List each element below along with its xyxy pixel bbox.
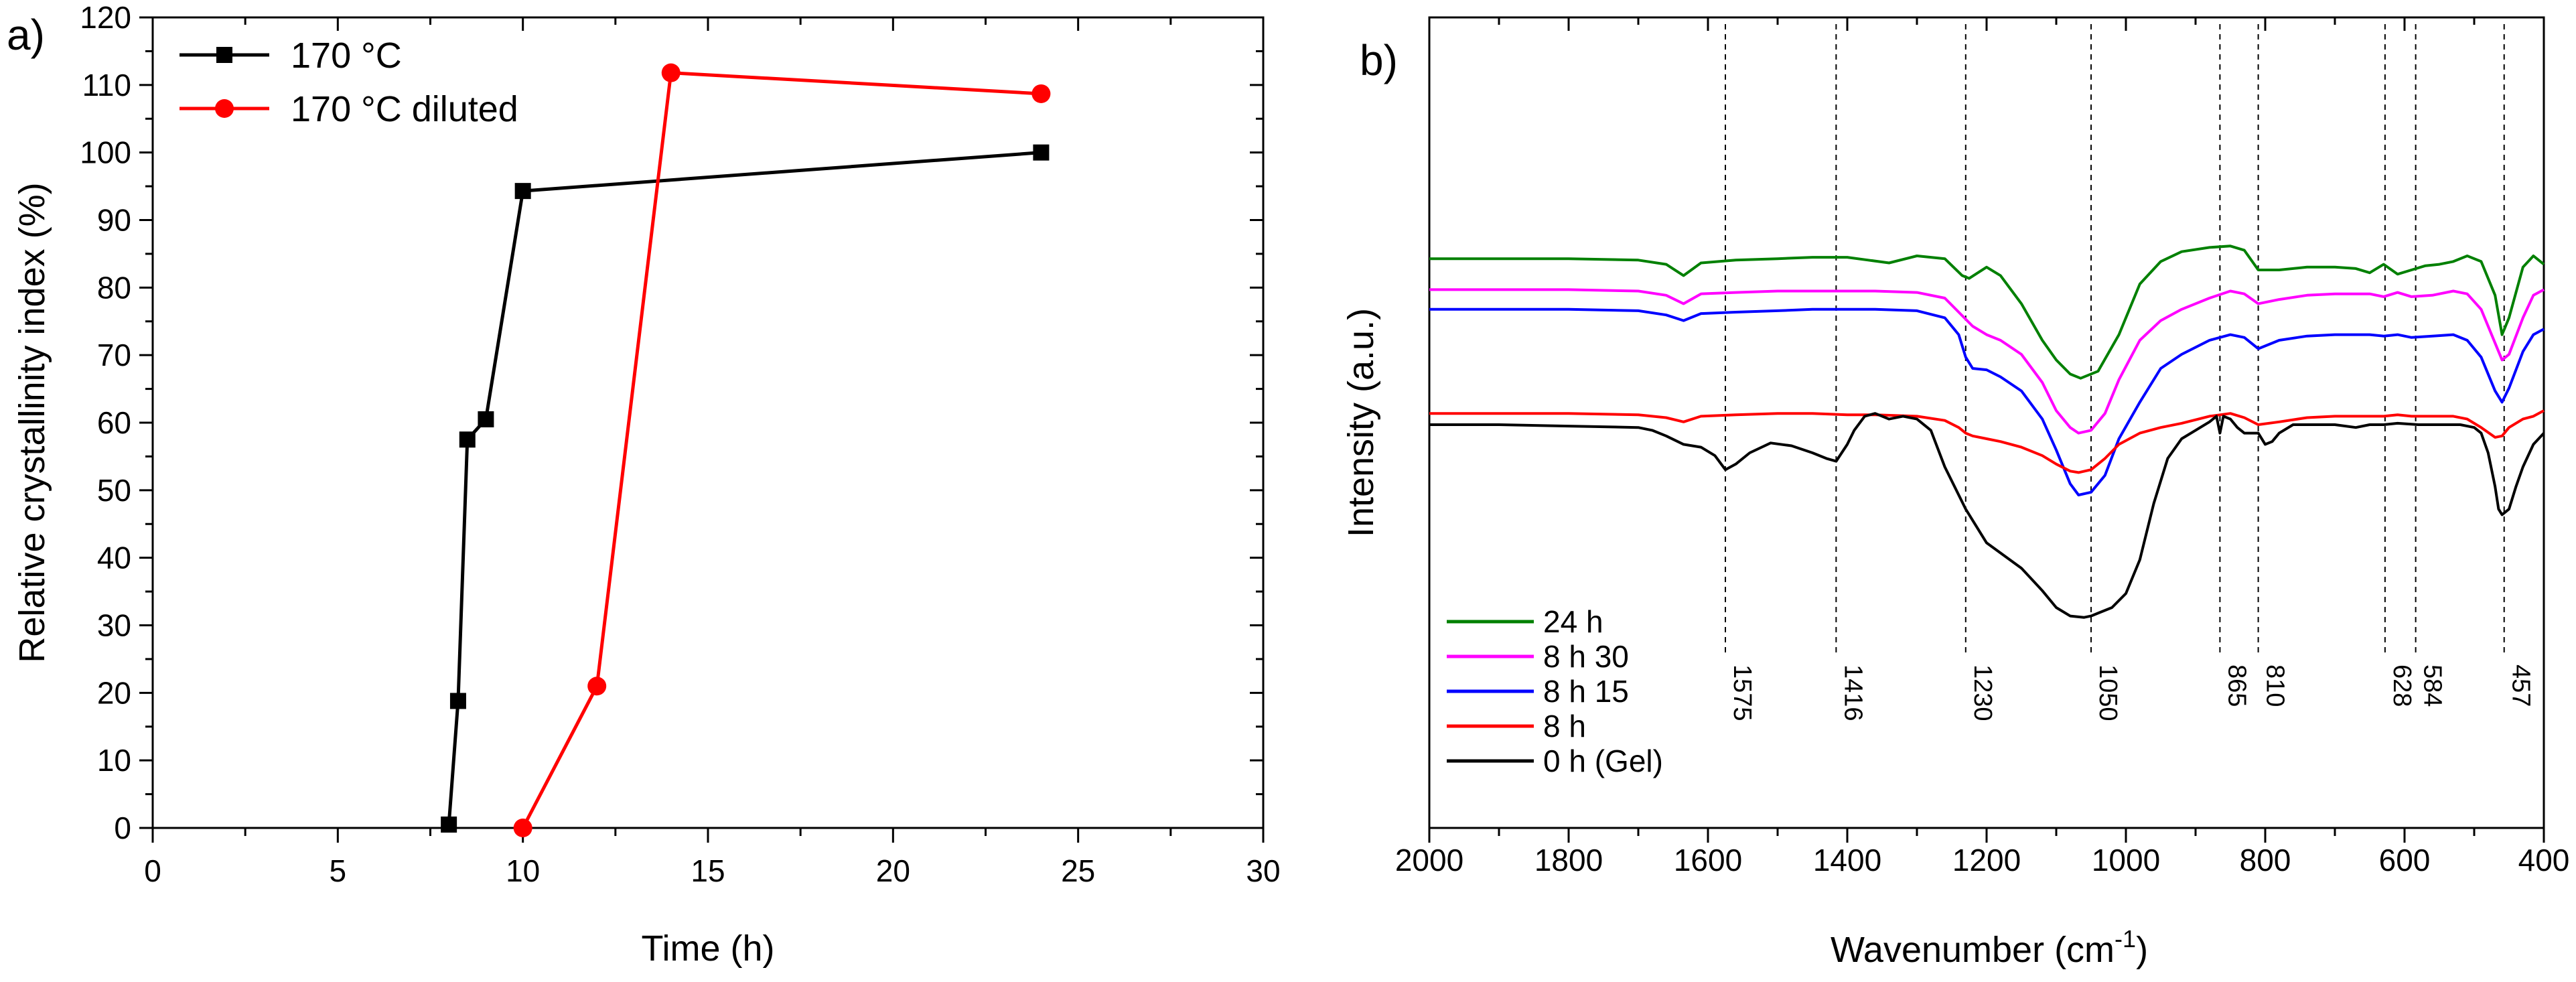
x-tick-label: 10 [506,853,540,888]
data-point-170c [449,693,466,709]
peak-label-1575: 1575 [1728,664,1756,721]
peak-label-865: 865 [2222,664,2250,707]
legend-label-170c: 170 °C [291,36,402,76]
data-point-170c-diluted [1031,84,1051,103]
legend-label-3: 8 h [1543,709,1586,744]
y-tick-label: 30 [97,608,131,643]
y-tick-label: 10 [97,743,131,778]
spectrum-line-3 [1429,409,2545,474]
x-tick-label: 1800 [1534,843,1603,878]
peak-label-628: 628 [2388,664,2416,707]
data-point-170c [478,411,494,427]
peak-label-810: 810 [2261,664,2289,707]
panel-b-spectra [1429,244,2545,619]
y-tick-label: 70 [97,338,131,372]
legend-label-4: 0 h (Gel) [1543,744,1663,778]
peak-label-584: 584 [2419,664,2447,707]
x-tick-label: 20 [876,853,910,888]
spectrum-line-2 [1429,307,2545,496]
x-tick-label: 1400 [1813,843,1881,878]
x-tick-label: 15 [691,853,725,888]
legend-entry-170c: 170 °C [180,36,402,76]
series-line-170c [447,151,1042,825]
peak-label-1230: 1230 [1969,664,1997,721]
legend-label-0: 24 h [1543,604,1603,639]
panel-b-x-ticks: 2000 1800 1600 1400 1200 1000 800 600 400 [1395,17,2570,878]
legend-label-2: 8 h 15 [1543,674,1629,709]
data-point-170c-diluted [513,819,532,837]
y-tick-label: 40 [97,541,131,575]
y-tick-label: 100 [80,135,131,170]
data-point-170c [1033,144,1050,161]
data-point-170c-diluted [661,63,681,82]
panel-a-legend: 170 °C 170 °C diluted [180,36,518,129]
x-tick-label: 800 [2240,843,2291,878]
panel-a-x-axis-label: Time (h) [642,928,775,969]
panel-a-label: a) [7,11,45,59]
panel-b-y-axis-label: Intensity (a.u.) [1341,308,1381,537]
x-tick-label: 0 [144,853,161,888]
data-point-170c [459,431,476,448]
data-point-170c-diluted [587,677,607,696]
panel-b-ftir-chart: b) 1575 1416 1230 1050 865 810 628 584 457 2000 1… [1341,16,2570,970]
panel-a-x-ticks: 0 5 10 15 20 25 30 [144,17,1281,888]
data-point-170c [441,816,457,833]
panel-a-y-axis-label: Relative crystallinity index (%) [12,182,52,662]
data-point-170c [514,183,531,200]
y-tick-label: 110 [82,68,131,102]
x-tick-label: 2000 [1395,843,1463,878]
panel-a-y-ticks: 0 10 20 30 40 50 60 70 80 90 100 110 120 [80,0,1263,845]
x-tick-label: 30 [1246,853,1280,888]
peak-label-457: 457 [2507,664,2535,707]
x-tick-label: 25 [1061,853,1095,888]
legend-marker-square [216,47,232,63]
panel-a-plot-frame [151,16,1265,829]
series-line-170c-diluted [521,71,1042,829]
panel-a-crystallinity-chart: a) 0 10 20 30 40 50 60 70 80 90 100 110 120 0 5 10 15 20… [7,0,1281,969]
panel-b-x-axis-label: Wavenumber (cm-1) [1831,925,2148,970]
y-tick-label: 60 [97,405,131,440]
x-tick-label: 5 [330,853,347,888]
spectrum-line-0 [1429,244,2545,380]
peak-label-1416: 1416 [1839,664,1867,721]
legend-entry-170c-diluted: 170 °C diluted [180,89,518,129]
x-tick-label: 600 [2379,843,2431,878]
y-tick-label: 50 [97,473,131,508]
legend-label-1: 8 h 30 [1543,639,1629,674]
x-tick-label: 400 [2518,843,2570,878]
legend-marker-circle [215,99,234,118]
legend-label-170c-diluted: 170 °C diluted [291,89,518,129]
panel-b-reference-lines: 1575 1416 1230 1050 865 810 628 584 457 [1725,24,2535,721]
y-tick-label: 80 [97,270,131,305]
panel-b-label: b) [1360,36,1398,84]
spectrum-line-4 [1429,412,2545,619]
peak-label-1050: 1050 [2094,664,2122,721]
x-tick-label: 1000 [2092,843,2160,878]
y-tick-label: 0 [114,811,131,845]
panel-b-legend: 24 h8 h 308 h 158 h0 h (Gel) [1447,604,1663,778]
y-tick-label: 20 [97,675,131,710]
x-tick-label: 1200 [1952,843,2021,878]
spectrum-line-1 [1429,288,2545,435]
y-tick-label: 90 [97,203,131,238]
panel-a-series [441,63,1051,837]
y-tick-label: 120 [80,0,131,35]
x-tick-label: 1600 [1674,843,1742,878]
